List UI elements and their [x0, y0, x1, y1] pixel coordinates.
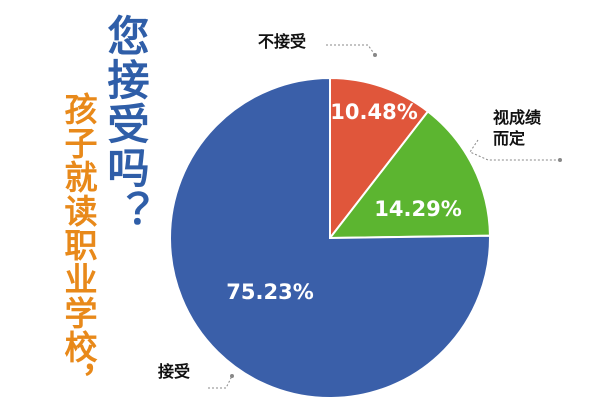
chart-title: 您接受吗？	[101, 14, 150, 234]
chart-subtitle: 孩子就读职业学校，	[59, 92, 98, 398]
value-label: 10.48%	[330, 100, 417, 124]
pie-slice	[169, 76, 491, 399]
leader-dot	[558, 158, 562, 162]
leader-dot	[230, 374, 234, 378]
pie-slice	[327, 110, 491, 240]
category-label: 接受	[158, 362, 191, 381]
value-label: 14.29%	[374, 197, 461, 221]
category-label: 视成绩而定	[493, 108, 542, 148]
pie-slice	[329, 76, 430, 241]
leader-line	[469, 139, 560, 161]
leader-line	[208, 375, 233, 389]
leader-dot	[373, 53, 377, 57]
leader-line	[326, 44, 376, 56]
category-label: 不接受	[258, 32, 307, 51]
value-label: 75.23%	[226, 280, 313, 304]
